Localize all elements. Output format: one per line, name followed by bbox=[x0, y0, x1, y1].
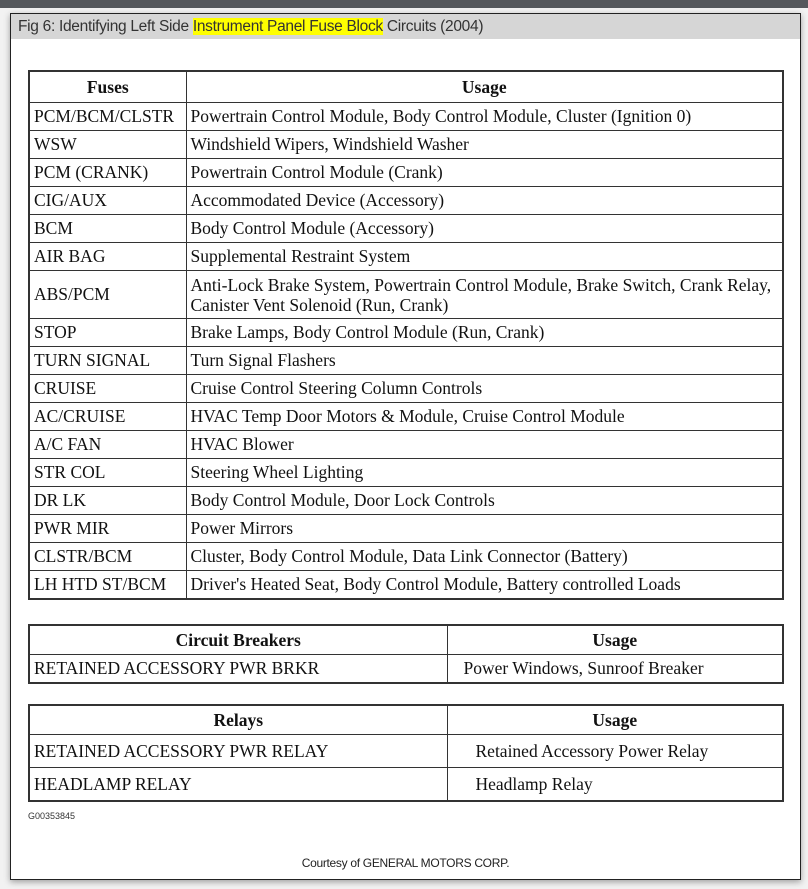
table-row: LH HTD ST/BCM Driver's Heated Seat, Body … bbox=[28, 570, 784, 600]
usage-header: Usage bbox=[446, 704, 784, 735]
fuse-name: STR COL bbox=[28, 458, 187, 487]
table-row: TURN SIGNAL Turn Signal Flashers bbox=[28, 346, 784, 375]
table-row: A/C FAN HVAC Blower bbox=[28, 430, 784, 459]
table-row: STR COL Steering Wheel Lighting bbox=[28, 458, 784, 487]
title-suffix: Circuits (2004) bbox=[382, 18, 484, 35]
fuse-name: PCM (CRANK) bbox=[28, 158, 187, 187]
figure-id: G00353845 bbox=[28, 811, 76, 821]
fuse-name: A/C FAN bbox=[28, 430, 187, 459]
fuse-name: AC/CRUISE bbox=[28, 402, 187, 431]
table-row: PCM/BCM/CLSTR Powertrain Control Module, … bbox=[28, 102, 784, 131]
fuses-header: Fuses bbox=[28, 70, 187, 103]
table-row: CRUISE Cruise Control Steering Column Con… bbox=[28, 374, 784, 403]
fuse-usage: Windshield Wipers, Windshield Washer bbox=[185, 130, 784, 159]
table-row: STOP Brake Lamps, Body Control Module (Ru… bbox=[28, 318, 784, 347]
fuse-usage: Supplemental Restraint System bbox=[185, 242, 784, 271]
table-row: PWR MIR Power Mirrors bbox=[28, 514, 784, 543]
fuse-usage: Turn Signal Flashers bbox=[185, 346, 784, 375]
fuse-name: CRUISE bbox=[28, 374, 187, 403]
usage-header: Usage bbox=[446, 624, 784, 655]
relays-header: Relays bbox=[28, 704, 448, 735]
fuse-usage: HVAC Blower bbox=[185, 430, 784, 459]
table-row: AIR BAG Supplemental Restraint System bbox=[28, 242, 784, 271]
courtesy-note: Courtesy of GENERAL MOTORS CORP. bbox=[301, 856, 510, 870]
relay-usage: Headlamp Relay bbox=[446, 767, 784, 802]
fuse-usage: Powertrain Control Module, Body Control … bbox=[185, 102, 784, 131]
fuse-name: DR LK bbox=[28, 486, 187, 515]
relays-table: Relays Usage RETAINED ACCESSORY PWR RELA… bbox=[28, 704, 784, 802]
title-prefix: Fig 6: Identifying Left Side bbox=[18, 18, 193, 35]
table-row: BCM Body Control Module (Accessory) bbox=[28, 214, 784, 243]
fuse-name: CLSTR/BCM bbox=[28, 542, 187, 571]
circuit-breakers-table: Circuit Breakers Usage RETAINED ACCESSOR… bbox=[28, 624, 784, 684]
fuse-usage: Anti-Lock Brake System, Powertrain Contr… bbox=[185, 270, 784, 319]
fuse-usage: Brake Lamps, Body Control Module (Run, C… bbox=[185, 318, 784, 347]
top-bar bbox=[0, 0, 808, 8]
breaker-name: RETAINED ACCESSORY PWR BRKR bbox=[28, 654, 448, 684]
fuse-name: WSW bbox=[28, 130, 187, 159]
fuse-usage: Driver's Heated Seat, Body Control Modul… bbox=[185, 570, 784, 600]
fuse-name: LH HTD ST/BCM bbox=[28, 570, 187, 600]
figure-panel: Fig 6: Identifying Left Side Instrument … bbox=[10, 13, 801, 880]
fuse-name: PWR MIR bbox=[28, 514, 187, 543]
table-row: CLSTR/BCM Cluster, Body Control Module, D… bbox=[28, 542, 784, 571]
relay-name: RETAINED ACCESSORY PWR RELAY bbox=[28, 734, 448, 768]
usage-header: Usage bbox=[185, 70, 784, 103]
table-row: RETAINED ACCESSORY PWR BRKR Power Window… bbox=[28, 654, 784, 684]
table-row: PCM (CRANK) Powertrain Control Module (Cr… bbox=[28, 158, 784, 187]
table-row: WSW Windshield Wipers, Windshield Washer bbox=[28, 130, 784, 159]
table-row: DR LK Body Control Module, Door Lock Cont… bbox=[28, 486, 784, 515]
fuse-usage: Body Control Module (Accessory) bbox=[185, 214, 784, 243]
table-row: ABS/PCM Anti-Lock Brake System, Powertrai… bbox=[28, 270, 784, 319]
table-row: RETAINED ACCESSORY PWR RELAY Retained Ac… bbox=[28, 734, 784, 768]
figure-title: Fig 6: Identifying Left Side Instrument … bbox=[11, 14, 800, 39]
title-highlight: Instrument Panel Fuse Block bbox=[192, 18, 383, 35]
table-row: AC/CRUISE HVAC Temp Door Motors & Module,… bbox=[28, 402, 784, 431]
fuse-usage: Steering Wheel Lighting bbox=[185, 458, 784, 487]
fuse-name: STOP bbox=[28, 318, 187, 347]
fuse-usage: Power Mirrors bbox=[185, 514, 784, 543]
fuse-name: ABS/PCM bbox=[28, 270, 187, 319]
relay-name: HEADLAMP RELAY bbox=[28, 767, 448, 802]
table-row: CIG/AUX Accommodated Device (Accessory) bbox=[28, 186, 784, 215]
breaker-usage: Power Windows, Sunroof Breaker bbox=[446, 654, 784, 684]
fuse-name: TURN SIGNAL bbox=[28, 346, 187, 375]
fuse-usage: HVAC Temp Door Motors & Module, Cruise C… bbox=[185, 402, 784, 431]
fuse-name: PCM/BCM/CLSTR bbox=[28, 102, 187, 131]
table-row: HEADLAMP RELAY Headlamp Relay bbox=[28, 767, 784, 802]
fuse-usage: Body Control Module, Door Lock Controls bbox=[185, 486, 784, 515]
fuse-usage: Cruise Control Steering Column Controls bbox=[185, 374, 784, 403]
circuit-breakers-header: Circuit Breakers bbox=[28, 624, 448, 655]
fuse-name: CIG/AUX bbox=[28, 186, 187, 215]
fuse-usage: Accommodated Device (Accessory) bbox=[185, 186, 784, 215]
fuse-usage: Cluster, Body Control Module, Data Link … bbox=[185, 542, 784, 571]
fuse-name: BCM bbox=[28, 214, 187, 243]
relay-usage: Retained Accessory Power Relay bbox=[446, 734, 784, 768]
fuse-usage: Powertrain Control Module (Crank) bbox=[185, 158, 784, 187]
fuses-table: Fuses Usage PCM/BCM/CLSTR Powertrain Cont… bbox=[28, 70, 784, 600]
fuse-name: AIR BAG bbox=[28, 242, 187, 271]
